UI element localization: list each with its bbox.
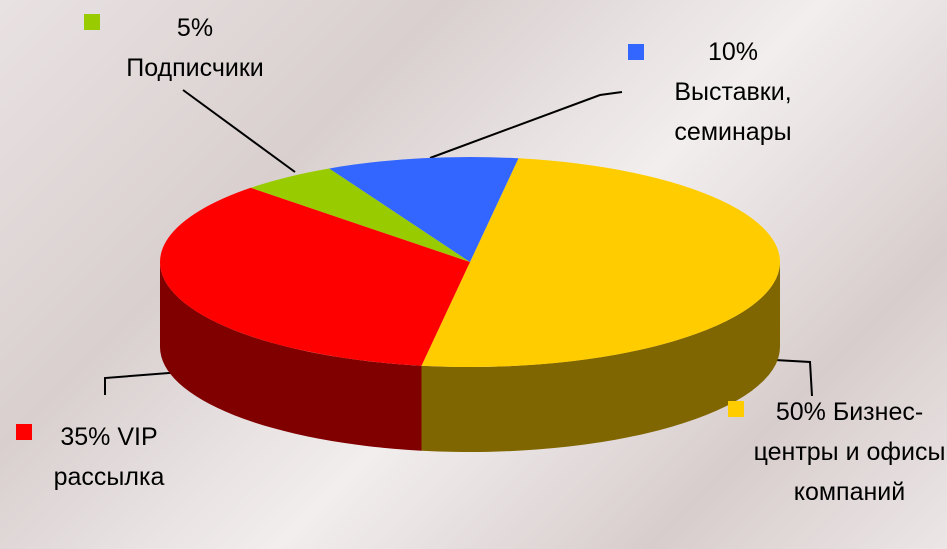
leader-line [183,90,295,172]
legend-swatch [728,401,744,417]
legend-label: Подписчики [126,54,264,82]
value-label: 5% [177,14,213,42]
chart: 5% Подписчики 10% Выставки, семинары 50% Б… [0,0,947,549]
slice-label: 10% Выставки, семинары [648,32,818,152]
slice-label: 35% VIP рассылка [34,417,184,497]
leader-line [105,372,182,395]
slice-label: 5% Подписчики [100,8,290,88]
slice-tops [160,157,780,367]
legend-swatch [628,44,644,60]
leader-line [775,360,812,396]
value-label: 35% [60,423,110,451]
legend-swatch [84,14,100,30]
legend-swatch [16,424,32,440]
value-label: 50% [776,398,826,426]
legend-label: Выставки, семинары [674,78,791,146]
value-label: 10% [708,38,758,66]
slice-label: 50% Бизнес-центры и офисы компаний [752,392,947,512]
leader-line [430,92,622,158]
